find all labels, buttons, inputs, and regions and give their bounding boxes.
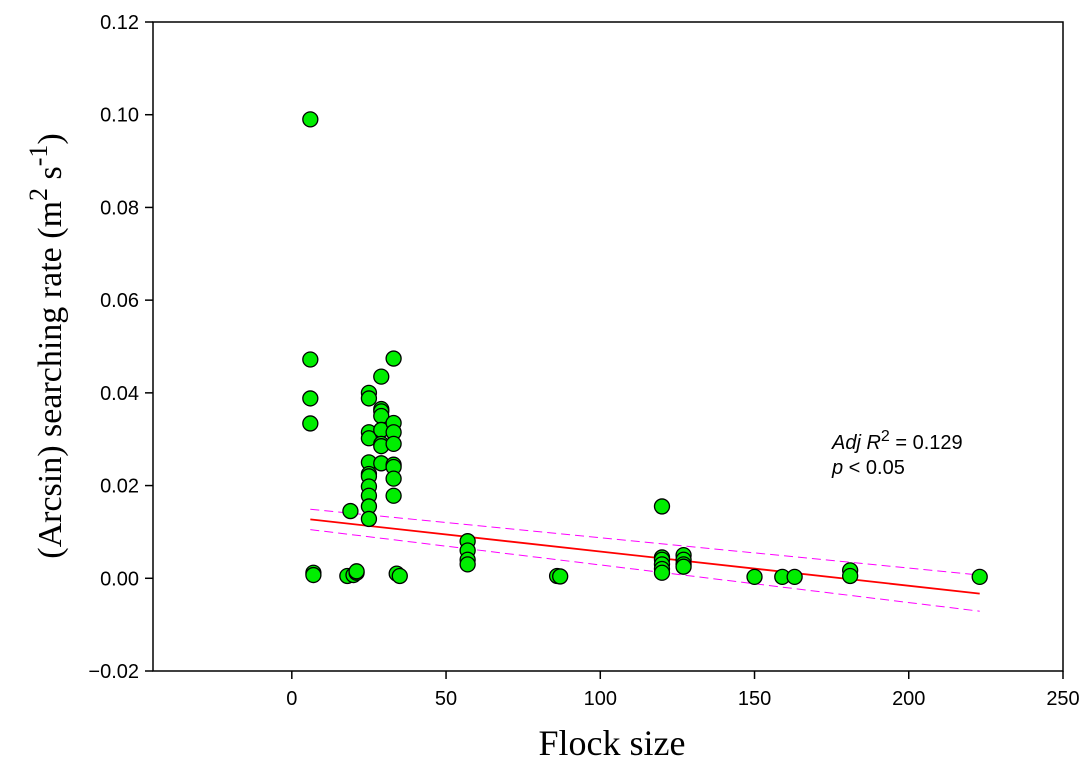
data-point (348, 563, 365, 580)
data-point (786, 568, 803, 586)
adj-r-value: = 0.129 (890, 432, 963, 454)
data-point (302, 111, 319, 128)
x-tick-label: 150 (738, 688, 771, 710)
data-point (360, 510, 378, 528)
x-axis-title: Flock size (539, 723, 686, 763)
stats-annotation-line1: Adj R2 = 0.129 (831, 428, 963, 454)
data-point (373, 368, 390, 385)
x-tick-label: 50 (435, 688, 457, 710)
data-point (360, 390, 378, 407)
y-axis-title-sup2: -1 (24, 145, 53, 167)
data-point (675, 558, 692, 575)
r-squared-sup: 2 (881, 428, 890, 445)
data-point (552, 568, 569, 585)
data-point (385, 435, 402, 453)
x-ticks: 0 50 100 150 200 250 (286, 671, 1080, 710)
data-point (305, 566, 322, 584)
y-tick-label: 0.12 (100, 12, 139, 34)
y-ticks: −0.02 0.00 0.02 0.04 0.06 0.08 0.10 0.12 (88, 12, 153, 683)
y-tick-label: 0.02 (100, 476, 139, 498)
data-point (302, 415, 319, 432)
y-axis-title-prefix: (Arcsin) searching rate (m (32, 201, 69, 559)
y-axis-title-suffix: ) (32, 133, 69, 144)
y-tick-label: −0.02 (88, 661, 139, 683)
y-axis-title-middle: s (32, 166, 69, 188)
data-point (385, 487, 402, 504)
plot-frame (152, 21, 1064, 672)
x-tick-label: 0 (286, 688, 297, 710)
y-tick-label: 0.08 (100, 197, 139, 219)
y-tick-label: 0.06 (100, 290, 139, 312)
p-label: p (831, 457, 843, 479)
data-point (842, 567, 859, 585)
data-point (302, 351, 319, 368)
y-axis-title-sup1: 2 (24, 188, 53, 201)
data-point (385, 350, 402, 367)
regression-line (310, 518, 980, 595)
data-point (971, 568, 988, 586)
p-value: < 0.05 (843, 457, 905, 479)
y-tick-label: 0.10 (100, 105, 139, 127)
regression-layer (310, 508, 980, 612)
data-point (385, 470, 402, 487)
y-tick-label: 0.04 (100, 383, 139, 405)
data-point (653, 498, 671, 515)
data-point (746, 568, 763, 586)
points-layer (302, 111, 988, 586)
confidence-band-lower (310, 529, 980, 612)
data-point (653, 564, 671, 581)
y-tick-label: 0.00 (100, 568, 139, 590)
data-point (342, 502, 359, 520)
data-point (459, 556, 476, 573)
y-axis-title: (Arcsin) searching rate (m2 s-1) (24, 133, 69, 559)
confidence-band-upper (310, 508, 980, 576)
x-tick-label: 100 (584, 688, 617, 710)
data-point (302, 390, 319, 407)
stats-annotation-line2: p < 0.05 (831, 457, 905, 479)
adj-r-label: Adj R (831, 432, 881, 454)
x-tick-label: 200 (892, 688, 925, 710)
data-point (391, 567, 408, 585)
x-tick-label: 250 (1046, 688, 1079, 710)
